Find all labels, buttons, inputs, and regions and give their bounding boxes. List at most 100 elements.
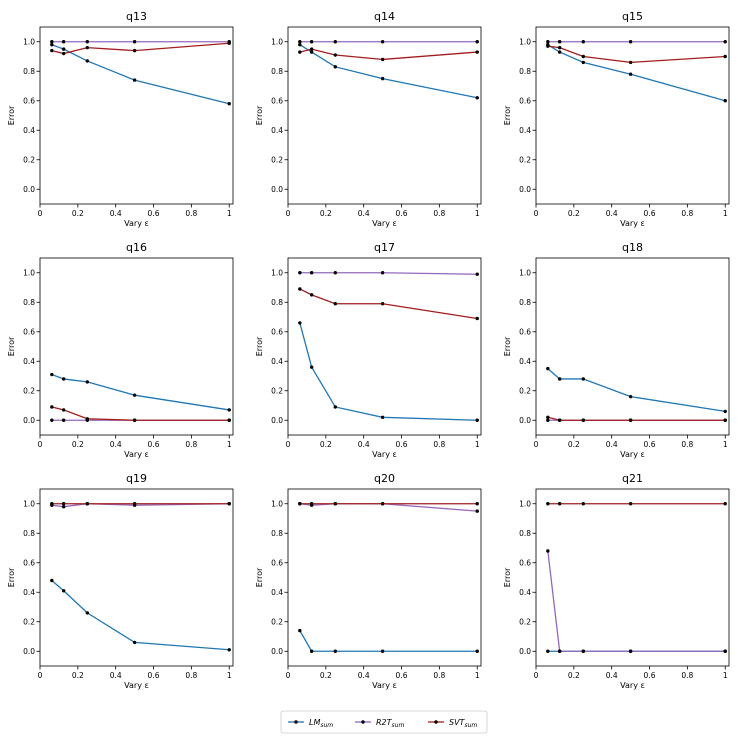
x-axis-label: Vary ε: [620, 219, 645, 228]
x-tick-label: 0.2: [72, 671, 84, 680]
data-point-LM_sum: [298, 321, 302, 325]
y-tick-label: 0.0: [23, 185, 35, 194]
data-point-SVT_sum: [475, 502, 479, 506]
axes-frame: [287, 488, 482, 667]
x-tick-label: 0: [286, 209, 291, 218]
y-tick-label: 0.0: [519, 416, 531, 425]
y-tick-label: 1.0: [23, 268, 35, 277]
axes-frame: [39, 26, 234, 205]
x-axis-label: Vary ε: [124, 219, 149, 228]
data-point-SVT_sum: [309, 502, 314, 506]
data-point-LM_sum: [298, 43, 302, 47]
data-point-LM_sum: [85, 611, 90, 615]
data-point-LM_sum: [723, 99, 727, 103]
data-point-SVT_sum: [546, 44, 550, 48]
y-tick-label: 0.8: [23, 529, 35, 538]
x-axis-label: Vary ε: [372, 681, 397, 690]
data-point-R2T_sum: [546, 40, 550, 44]
y-tick-label: 0.2: [519, 617, 531, 626]
data-point-R2T_sum: [546, 418, 550, 422]
y-tick-label: 0.6: [23, 96, 35, 105]
x-tick-label: 1: [723, 440, 728, 449]
y-axis-label: Error: [7, 567, 16, 587]
y-tick-label: 0.0: [271, 185, 283, 194]
data-point-R2T_sum: [298, 271, 302, 275]
legend-label: LMsum: [309, 718, 333, 729]
panel-title: q17: [374, 241, 395, 254]
y-tick-label: 0.4: [519, 357, 531, 366]
data-point-SVT_sum: [227, 502, 231, 506]
data-point-SVT_sum: [333, 502, 337, 506]
data-point-R2T_sum: [333, 271, 337, 275]
y-tick-label: 1.0: [271, 499, 283, 508]
y-axis-label: Error: [255, 336, 264, 356]
y-tick-label: 0.2: [271, 386, 283, 395]
data-point-LM_sum: [132, 640, 137, 645]
y-tick-label: 0.8: [519, 298, 531, 307]
legend-marker: [434, 720, 438, 724]
y-tick-label: 0.2: [519, 386, 531, 395]
data-point-R2T_sum: [61, 505, 66, 509]
data-point-LM_sum: [309, 649, 314, 653]
data-point-R2T_sum: [309, 271, 314, 275]
y-tick-label: 0.0: [519, 647, 531, 656]
x-tick-label: 0.2: [320, 671, 332, 680]
y-axis-label: Error: [503, 567, 512, 587]
x-tick-label: 0.4: [358, 440, 370, 449]
data-point-SVT_sum: [61, 408, 66, 412]
x-tick-label: 1: [227, 209, 232, 218]
data-point-SVT_sum: [298, 50, 302, 54]
data-point-SVT_sum: [557, 502, 562, 506]
data-point-R2T_sum: [546, 549, 550, 553]
y-tick-label: 0.4: [271, 588, 283, 597]
y-tick-label: 0.6: [271, 327, 283, 336]
data-point-LM_sum: [333, 65, 337, 69]
x-tick-label: 0: [534, 209, 539, 218]
data-point-R2T_sum: [475, 40, 479, 44]
data-point-SVT_sum: [723, 418, 727, 422]
y-axis-label: Error: [255, 567, 264, 587]
y-tick-label: 0.0: [271, 647, 283, 656]
x-tick-label: 0: [286, 671, 291, 680]
y-tick-label: 0.4: [271, 126, 283, 135]
data-point-R2T_sum: [85, 40, 90, 44]
legend-label: R2Tsum: [376, 718, 404, 729]
axes-frame: [535, 257, 730, 436]
data-point-SVT_sum: [309, 47, 314, 51]
data-point-R2T_sum: [723, 649, 727, 653]
y-tick-label: 0.0: [519, 185, 531, 194]
data-point-R2T_sum: [309, 40, 314, 44]
data-point-R2T_sum: [132, 40, 137, 44]
y-tick-label: 0.8: [271, 67, 283, 76]
data-point-SVT_sum: [132, 48, 137, 53]
y-tick-label: 0.6: [519, 96, 531, 105]
legend-marker: [361, 720, 365, 724]
x-tick-label: 0.6: [396, 209, 408, 218]
data-point-R2T_sum: [557, 40, 562, 44]
data-point-LM_sum: [227, 102, 231, 106]
legend-entry-LM_sum: LMsum: [288, 718, 333, 729]
x-axis-label: Vary ε: [372, 219, 397, 228]
y-tick-label: 1.0: [271, 268, 283, 277]
y-tick-label: 0.6: [519, 558, 531, 567]
panel-q15: q15 0 0.2 0.4 0.6 0.8 1 0.0 0.2 0.4 0.6 0.8 1.0 Vary …: [503, 10, 730, 228]
x-tick-label: 0: [38, 209, 43, 218]
panel-title: q13: [126, 10, 147, 23]
panels: q13 0 0.2 0.4 0.6 0.8 1 0.0 0.2 0.4 0.6 0.8 1.0 Vary …: [7, 10, 730, 690]
data-point-SVT_sum: [380, 57, 385, 62]
y-tick-label: 0.6: [23, 327, 35, 336]
data-point-LM_sum: [85, 380, 90, 384]
y-tick-label: 0.6: [271, 558, 283, 567]
data-point-SVT_sum: [557, 45, 562, 50]
x-tick-label: 0.6: [644, 671, 656, 680]
data-point-SVT_sum: [723, 502, 727, 506]
data-point-LM_sum: [227, 408, 231, 412]
axes-frame: [535, 26, 730, 205]
y-axis-label: Error: [7, 105, 16, 125]
x-tick-label: 1: [475, 209, 480, 218]
data-point-SVT_sum: [50, 502, 54, 506]
data-point-LM_sum: [628, 394, 633, 399]
x-tick-label: 0.2: [568, 671, 580, 680]
data-point-SVT_sum: [298, 502, 302, 506]
